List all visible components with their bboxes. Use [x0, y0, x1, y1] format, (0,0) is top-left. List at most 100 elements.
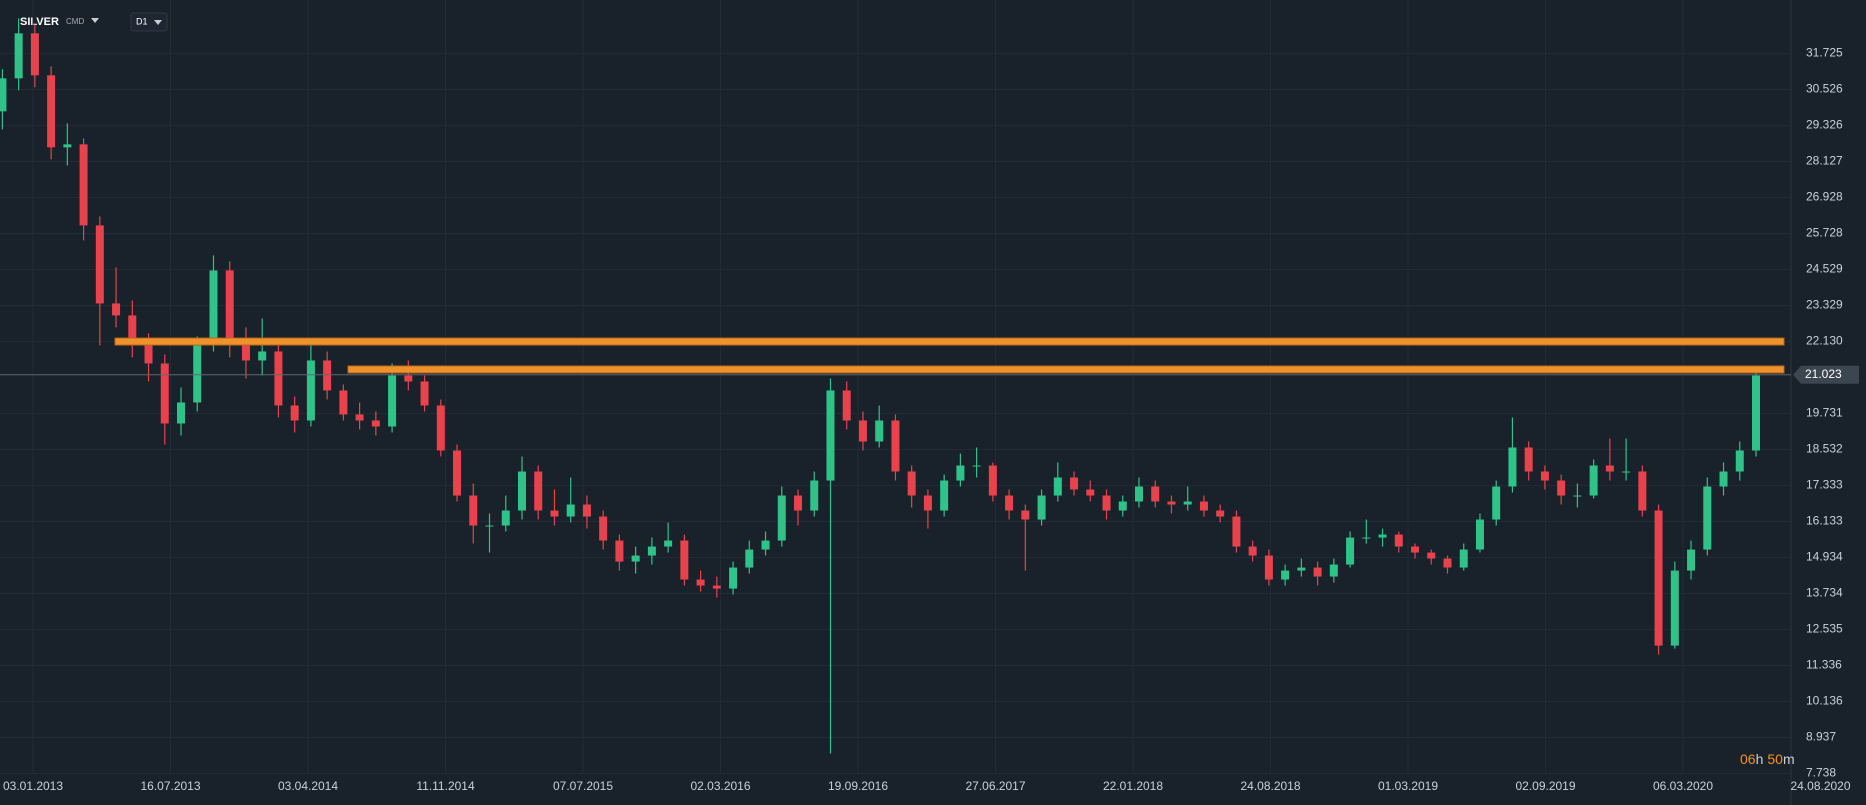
y-tick-label: 11.336: [1806, 658, 1842, 672]
candle-body: [858, 420, 867, 442]
candle-body: [241, 345, 250, 361]
candle-body: [1362, 537, 1371, 539]
candle-body: [988, 465, 997, 496]
candle-body: [1346, 537, 1355, 565]
candle-body: [404, 375, 413, 382]
candle-body: [1248, 546, 1257, 556]
candle-body: [664, 540, 673, 547]
y-tick-label: 14.934: [1806, 550, 1843, 564]
countdown-minutes: 50: [1767, 751, 1783, 767]
candle-body: [1540, 471, 1549, 481]
candle-body: [1264, 555, 1273, 580]
candle-body: [1281, 570, 1290, 580]
y-tick-label: 25.728: [1806, 226, 1843, 240]
candle-body: [907, 471, 916, 496]
candle-body: [761, 540, 770, 550]
candle-body: [923, 495, 932, 511]
candle-body: [1151, 486, 1160, 502]
candle-body: [323, 360, 332, 391]
candle-body: [1313, 567, 1322, 577]
candle-body: [1752, 375, 1760, 451]
x-tick-label: 03.01.2013: [3, 779, 63, 793]
candle-body: [1443, 558, 1452, 568]
candle-body: [1167, 501, 1176, 505]
y-tick-label: 22.130: [1806, 334, 1843, 348]
candle-body: [1459, 549, 1468, 568]
countdown-hours: 06: [1740, 751, 1756, 767]
y-tick-label: 31.725: [1806, 46, 1843, 60]
candle-body: [1492, 486, 1501, 520]
candle-body: [842, 390, 851, 421]
y-tick-label: 10.136: [1806, 694, 1843, 708]
market[interactable]: CMD: [66, 17, 84, 26]
candle-body: [14, 33, 23, 79]
x-tick-label: 22.01.2018: [1103, 779, 1163, 793]
candle-body: [160, 363, 169, 424]
candle-body: [1199, 501, 1208, 511]
y-tick-label: 13.734: [1806, 586, 1843, 600]
candle-body: [339, 390, 348, 415]
candle-body: [794, 495, 803, 511]
candle-body: [1670, 570, 1679, 646]
level-band: [347, 365, 1785, 374]
candle-body: [485, 525, 494, 527]
y-tick-label: 17.333: [1806, 478, 1843, 492]
y-tick-label: 7.738: [1806, 766, 1836, 780]
candle-body: [1037, 495, 1046, 520]
candle-body: [1411, 546, 1420, 553]
candle-body: [1524, 447, 1533, 472]
candle-body: [972, 465, 981, 467]
candle-body: [112, 303, 121, 316]
y-tick-label: 19.731: [1806, 406, 1843, 420]
candle-body: [1557, 480, 1566, 496]
candle-body: [696, 579, 705, 586]
candle-body: [1394, 534, 1403, 547]
y-tick-label: 12.535: [1806, 622, 1843, 636]
y-tick-label: 23.329: [1806, 298, 1843, 312]
candle-body: [1508, 447, 1517, 487]
interval-button[interactable]: [130, 12, 168, 32]
candle-body: [777, 495, 786, 541]
candle-body: [1638, 471, 1647, 511]
x-tick-label: 07.07.2015: [553, 779, 613, 793]
y-tick-label: 18.532: [1806, 442, 1843, 456]
candle-body: [209, 270, 218, 346]
y-tick-label: 8.937: [1806, 730, 1836, 744]
candle-body: [940, 480, 949, 511]
candle-body: [144, 345, 153, 364]
symbol-dropdown[interactable]: [91, 18, 99, 23]
x-tick-label: 11.11.2014: [416, 779, 475, 793]
y-tick-label: 24.529: [1806, 262, 1843, 276]
candle-body: [30, 33, 39, 76]
symbol[interactable]: SILVER: [20, 16, 59, 28]
candle-body: [1183, 501, 1192, 505]
candle-body: [1005, 495, 1014, 511]
candle-body: [891, 420, 900, 472]
candle-body: [1021, 510, 1030, 520]
candle-body: [225, 270, 234, 346]
x-tick-label: 02.09.2019: [1515, 779, 1575, 793]
y-tick-label: 30.526: [1806, 82, 1843, 96]
x-tick-label: 03.04.2014: [278, 779, 338, 793]
candle-body: [371, 420, 380, 427]
candle-body: [1605, 465, 1614, 472]
candle-body: [1053, 477, 1062, 496]
candle-body: [47, 75, 56, 148]
candle-body: [615, 540, 624, 562]
candle-body: [1687, 549, 1696, 571]
candle-body: [729, 567, 738, 589]
countdown-h: h: [1756, 751, 1764, 767]
candle-body: [79, 144, 88, 226]
interval[interactable]: D1: [136, 16, 148, 26]
candle-body: [1589, 465, 1598, 496]
last-price-label: 21.023: [1805, 367, 1842, 381]
candle-body: [420, 381, 429, 406]
candle-body: [1118, 501, 1127, 511]
candle-body: [1102, 495, 1111, 511]
candle-body: [1070, 477, 1079, 490]
candle-body: [355, 414, 364, 421]
y-tick-label: 16.133: [1806, 514, 1843, 528]
x-tick-label: 01.03.2019: [1378, 779, 1438, 793]
